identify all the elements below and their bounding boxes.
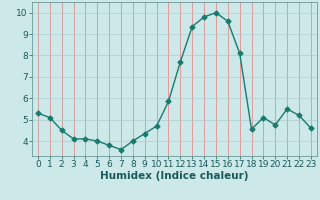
X-axis label: Humidex (Indice chaleur): Humidex (Indice chaleur): [100, 171, 249, 181]
